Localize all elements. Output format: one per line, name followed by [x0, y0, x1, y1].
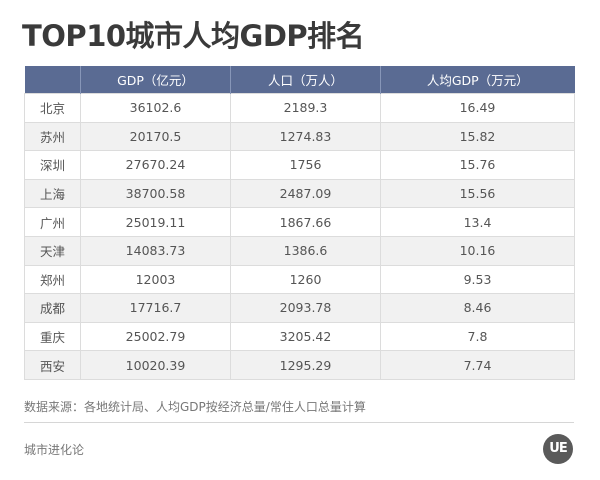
- city-cell: 成都: [24, 293, 81, 323]
- table-row: 苏州 20170.5 1274.83 15.82: [24, 121, 575, 152]
- table-row: 广州 25019.11 1867.66 13.4: [24, 207, 575, 237]
- gdp-cell: 17716.7: [80, 293, 231, 323]
- city-cell: 苏州: [24, 121, 81, 152]
- gdp-cell: 10020.39: [80, 350, 231, 380]
- gdp-cell: 20170.5: [80, 121, 231, 152]
- gdp-cell: 36102.6: [80, 93, 231, 123]
- table-header-row: GDP（亿元） 人口（万人） 人均GDP（万元）: [24, 66, 575, 94]
- gdp-per-capita-cell: 15.82: [380, 121, 575, 152]
- brand-logo-icon: UE: [543, 434, 573, 464]
- page-title: TOP10城市人均GDP排名: [22, 19, 365, 53]
- header-city: [24, 66, 81, 94]
- city-cell: 重庆: [24, 321, 81, 352]
- gdp-per-capita-cell: 7.8: [380, 321, 575, 352]
- table-row: 重庆 25002.79 3205.42 7.8: [24, 321, 575, 352]
- header-gdp: GDP（亿元）: [80, 66, 231, 94]
- population-cell: 1756: [230, 150, 381, 180]
- population-cell: 1386.6: [230, 235, 381, 266]
- table-row: 深圳 27670.24 1756 15.76: [24, 150, 575, 180]
- gdp-per-capita-cell: 15.76: [380, 150, 575, 180]
- gdp-per-capita-cell: 13.4: [380, 207, 575, 237]
- city-cell: 天津: [24, 235, 81, 266]
- table-row: 上海 38700.58 2487.09 15.56: [24, 178, 575, 209]
- gdp-ranking-table: GDP（亿元） 人口（万人） 人均GDP（万元） 北京 36102.6 2189…: [24, 66, 575, 380]
- table-row: 西安 10020.39 1295.29 7.74: [24, 350, 575, 380]
- header-population: 人口（万人）: [230, 66, 381, 94]
- gdp-per-capita-cell: 8.46: [380, 293, 575, 323]
- gdp-cell: 27670.24: [80, 150, 231, 180]
- population-cell: 3205.42: [230, 321, 381, 352]
- gdp-per-capita-cell: 15.56: [380, 178, 575, 209]
- city-cell: 郑州: [24, 264, 81, 295]
- gdp-per-capita-cell: 9.53: [380, 264, 575, 295]
- population-cell: 2189.3: [230, 93, 381, 123]
- table-row: 天津 14083.73 1386.6 10.16: [24, 235, 575, 266]
- table-row: 成都 17716.7 2093.78 8.46: [24, 293, 575, 323]
- gdp-cell: 12003: [80, 264, 231, 295]
- city-cell: 广州: [24, 207, 81, 237]
- gdp-cell: 38700.58: [80, 178, 231, 209]
- header-gdp-per-capita: 人均GDP（万元）: [380, 66, 575, 94]
- population-cell: 2093.78: [230, 293, 381, 323]
- city-cell: 西安: [24, 350, 81, 380]
- gdp-per-capita-cell: 7.74: [380, 350, 575, 380]
- population-cell: 1867.66: [230, 207, 381, 237]
- population-cell: 1260: [230, 264, 381, 295]
- brand-name: 城市进化论: [24, 443, 85, 457]
- table-row: 北京 36102.6 2189.3 16.49: [24, 93, 575, 123]
- table-row: 郑州 12003 1260 9.53: [24, 264, 575, 295]
- gdp-cell: 14083.73: [80, 235, 231, 266]
- divider: [24, 422, 574, 423]
- city-cell: 北京: [24, 93, 81, 123]
- gdp-per-capita-cell: 10.16: [380, 235, 575, 266]
- population-cell: 2487.09: [230, 178, 381, 209]
- population-cell: 1295.29: [230, 350, 381, 380]
- city-cell: 深圳: [24, 150, 81, 180]
- gdp-cell: 25019.11: [80, 207, 231, 237]
- population-cell: 1274.83: [230, 121, 381, 152]
- city-cell: 上海: [24, 178, 81, 209]
- gdp-per-capita-cell: 16.49: [380, 93, 575, 123]
- gdp-cell: 25002.79: [80, 321, 231, 352]
- source-note: 数据来源：各地统计局、人均GDP按经济总量/常住人口总量计算: [24, 400, 366, 414]
